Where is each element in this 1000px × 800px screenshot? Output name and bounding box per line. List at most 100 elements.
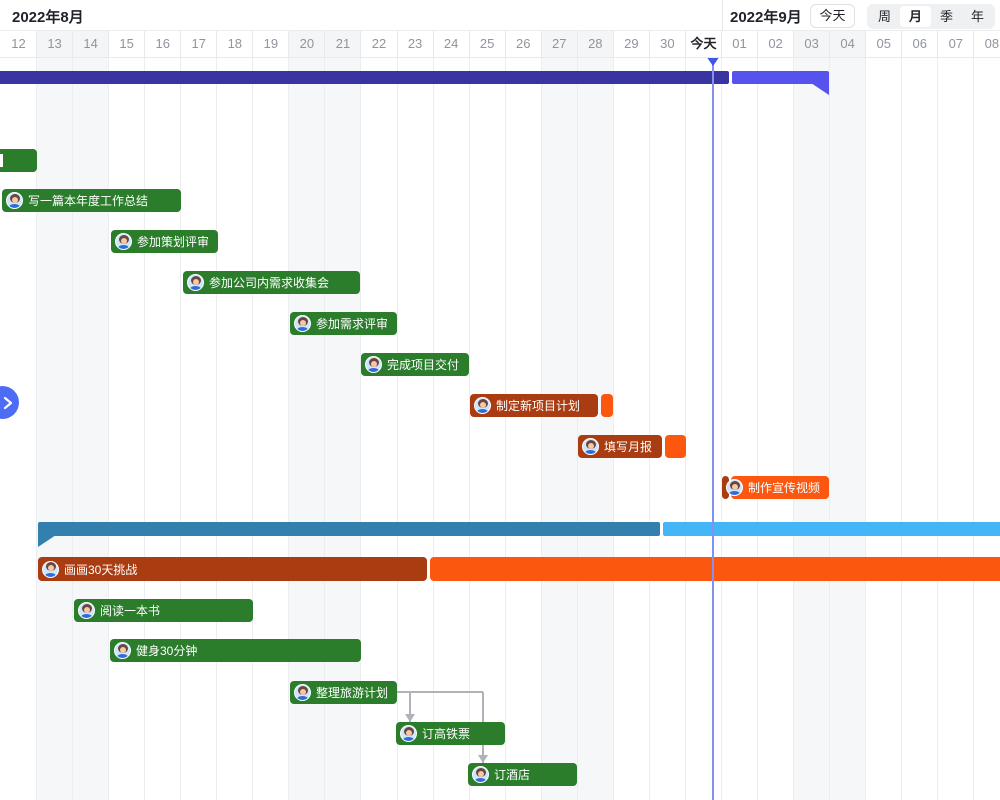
summary-bar-cap	[811, 83, 829, 95]
assignee-avatar-icon	[6, 192, 23, 209]
grid-column	[398, 57, 434, 800]
axis-day-cell: 20	[289, 31, 326, 57]
gantt-header: 2022年8月 2022年9月 今天 周月季 年	[0, 0, 1000, 30]
expand-sidebar-button[interactable]	[0, 386, 19, 419]
assignee-avatar-icon	[294, 315, 311, 332]
month-divider	[722, 0, 723, 30]
axis-day-cell: 01	[722, 31, 759, 57]
task-label: 参加策划评审	[137, 235, 210, 249]
task-label: 制作宣传视频	[748, 481, 821, 495]
view-option-year[interactable]: 年	[970, 9, 984, 24]
grid-column	[1, 57, 38, 800]
grid-column	[506, 57, 542, 800]
today-marker-icon	[706, 57, 720, 66]
grid-column	[434, 57, 470, 800]
assignee-avatar-icon	[115, 233, 132, 250]
task-bar[interactable]: 填写月报	[578, 435, 686, 458]
axis-day-cell: 13	[37, 31, 74, 57]
clipped-task-text-fragment	[0, 154, 3, 167]
view-option-month[interactable]: 月	[900, 6, 931, 27]
task-label: 订酒店	[494, 768, 531, 782]
grid-column	[470, 57, 506, 800]
assignee-avatar-icon	[78, 602, 95, 619]
chevron-right-icon	[3, 396, 13, 409]
task-bar[interactable]: 制定新项目计划	[470, 394, 613, 417]
task-bar[interactable]: 阅读一本书	[74, 599, 253, 622]
axis-day-cell: 24	[433, 31, 470, 57]
grid-column	[73, 57, 110, 800]
task-bar[interactable]: 完成项目交付	[361, 353, 469, 376]
task-label: 制定新项目计划	[496, 399, 581, 413]
today-line	[712, 57, 714, 800]
grid-column	[758, 57, 795, 800]
gantt-chart-area: 写一篇本年度工作总结参加策划评审参加公司内需求收集会参加需求评审完成项目交付制定…	[0, 57, 1000, 800]
task-bar[interactable]	[0, 149, 37, 172]
task-bar[interactable]: 写一篇本年度工作总结	[2, 189, 181, 212]
today-button[interactable]: 今天	[810, 4, 855, 28]
axis-day-cell: 07	[938, 31, 975, 57]
view-option-quarter[interactable]: 季	[939, 9, 953, 24]
grid-column	[794, 57, 831, 800]
grid-column	[974, 57, 1000, 800]
summary-bar[interactable]	[0, 71, 729, 84]
task-label: 整理旅游计划	[316, 686, 389, 700]
view-option-week[interactable]: 周	[877, 9, 891, 24]
assignee-avatar-icon	[114, 642, 131, 659]
task-bar[interactable]: 参加需求评审	[290, 312, 397, 335]
grid-column	[289, 57, 326, 800]
task-bar[interactable]: 健身30分钟	[110, 639, 361, 662]
grid-column	[686, 57, 722, 800]
axis-day-cell: 30	[649, 31, 686, 57]
axis-day-cell: 19	[253, 31, 290, 57]
task-label: 画画30天挑战	[64, 562, 138, 577]
axis-day-cell: 27	[541, 31, 578, 57]
view-switcher: 周月季 年	[867, 4, 995, 29]
axis-day-cell: 21	[325, 31, 362, 57]
axis-day-cell: 08	[974, 31, 1000, 57]
summary-bar[interactable]	[38, 522, 660, 536]
task-label: 填写月报	[604, 440, 653, 454]
grid-column	[902, 57, 939, 800]
right-month-title: 2022年9月	[730, 9, 802, 26]
summary-bar[interactable]	[732, 71, 829, 84]
grid-column	[866, 57, 903, 800]
task-bar[interactable]: 整理旅游计划	[290, 681, 397, 704]
grid-column	[830, 57, 867, 800]
task-bar[interactable]: 参加策划评审	[111, 230, 218, 253]
task-label: 订高铁票	[422, 727, 471, 741]
axis-day-cell: 15	[109, 31, 146, 57]
axis-day-cell: 17	[181, 31, 218, 57]
grid-column	[325, 57, 362, 800]
grid-column	[650, 57, 686, 800]
task-label: 参加公司内需求收集会	[209, 276, 330, 290]
grid-column	[181, 57, 218, 800]
axis-day-cell: 18	[217, 31, 254, 57]
grid-column	[938, 57, 975, 800]
task-bar[interactable]: 画画30天挑战	[38, 557, 1000, 581]
grid-column	[217, 57, 254, 800]
assignee-avatar-icon	[582, 438, 599, 455]
summary-bar[interactable]	[663, 522, 1000, 536]
grid-column	[109, 57, 146, 800]
axis-day-cell: 26	[505, 31, 542, 57]
task-label: 写一篇本年度工作总结	[28, 194, 149, 208]
axis-day-cell: 22	[361, 31, 398, 57]
task-bar[interactable]: 参加公司内需求收集会	[183, 271, 360, 294]
task-bar[interactable]: 制作宣传视频	[722, 476, 829, 499]
grid-column	[722, 57, 759, 800]
left-month-title: 2022年8月	[12, 9, 84, 26]
axis-day-cell: 28	[577, 31, 614, 57]
task-label: 阅读一本书	[100, 604, 161, 618]
grid-column	[37, 57, 74, 800]
task-bar[interactable]: 订酒店	[468, 763, 577, 786]
axis-day-cell: 23	[397, 31, 434, 57]
assignee-avatar-icon	[187, 274, 204, 291]
axis-day-cell: 今天	[685, 31, 722, 57]
grid-column	[541, 57, 578, 800]
axis-day-cell: 29	[613, 31, 650, 57]
axis-day-cell: 12	[1, 31, 38, 57]
task-bar[interactable]: 订高铁票	[396, 722, 505, 745]
assignee-avatar-icon	[472, 766, 489, 783]
task-label: 健身30分钟	[136, 644, 198, 658]
axis-day-cell: 25	[469, 31, 506, 57]
